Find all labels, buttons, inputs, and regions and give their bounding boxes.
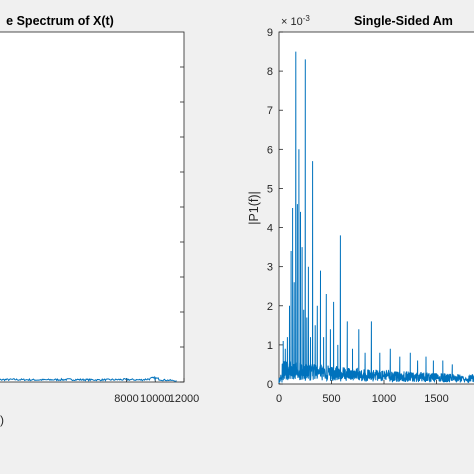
left-x-tick-label: 12000	[169, 393, 200, 405]
right-x-tick-label: 1000	[372, 393, 396, 405]
right-chart: Single-Sided Am × 10-3 |P1(f)| 0 1 2 3 4 5 6 7 8…	[247, 14, 474, 405]
left-y-ticks	[180, 66, 184, 383]
right-chart-title: Single-Sided Am	[354, 14, 453, 28]
right-y-tick-label: 4	[267, 223, 273, 235]
right-series-spectrum	[278, 51, 474, 384]
right-x-tick-label: 1500	[424, 393, 448, 405]
right-y-tick-label: 9	[267, 27, 273, 39]
right-x-tick-label: 0	[276, 393, 282, 405]
right-y-tick-label: 7	[267, 105, 273, 117]
left-x-axis-label: )	[0, 413, 4, 427]
left-chart-title: e Spectrum of X(t)	[6, 14, 114, 28]
left-x-tick-label: 10000	[140, 393, 171, 405]
right-y-tick-labels: 0 1 2 3 4 5 6 7 8 9	[267, 27, 273, 391]
right-axes-box	[278, 31, 474, 385]
right-y-tick-label: 8	[267, 66, 273, 78]
right-y-tick-label: 0	[267, 379, 273, 391]
right-y-exponent: × 10-3	[281, 14, 310, 28]
right-x-tick-labels: 0 500 1000 1500	[276, 393, 449, 405]
right-y-tick-label: 2	[267, 301, 273, 313]
right-x-tick-label: 500	[322, 393, 340, 405]
right-y-tick-label: 6	[267, 144, 273, 156]
left-axes-box	[0, 31, 185, 383]
left-series-line	[0, 375, 177, 382]
left-x-tick-label: 8000	[114, 393, 138, 405]
right-y-tick-label: 5	[267, 183, 273, 195]
right-y-tick-label: 3	[267, 262, 273, 274]
right-y-tick-label: 1	[267, 340, 273, 352]
right-y-ticks	[279, 31, 283, 385]
right-y-axis-label: |P1(f)|	[247, 191, 261, 225]
